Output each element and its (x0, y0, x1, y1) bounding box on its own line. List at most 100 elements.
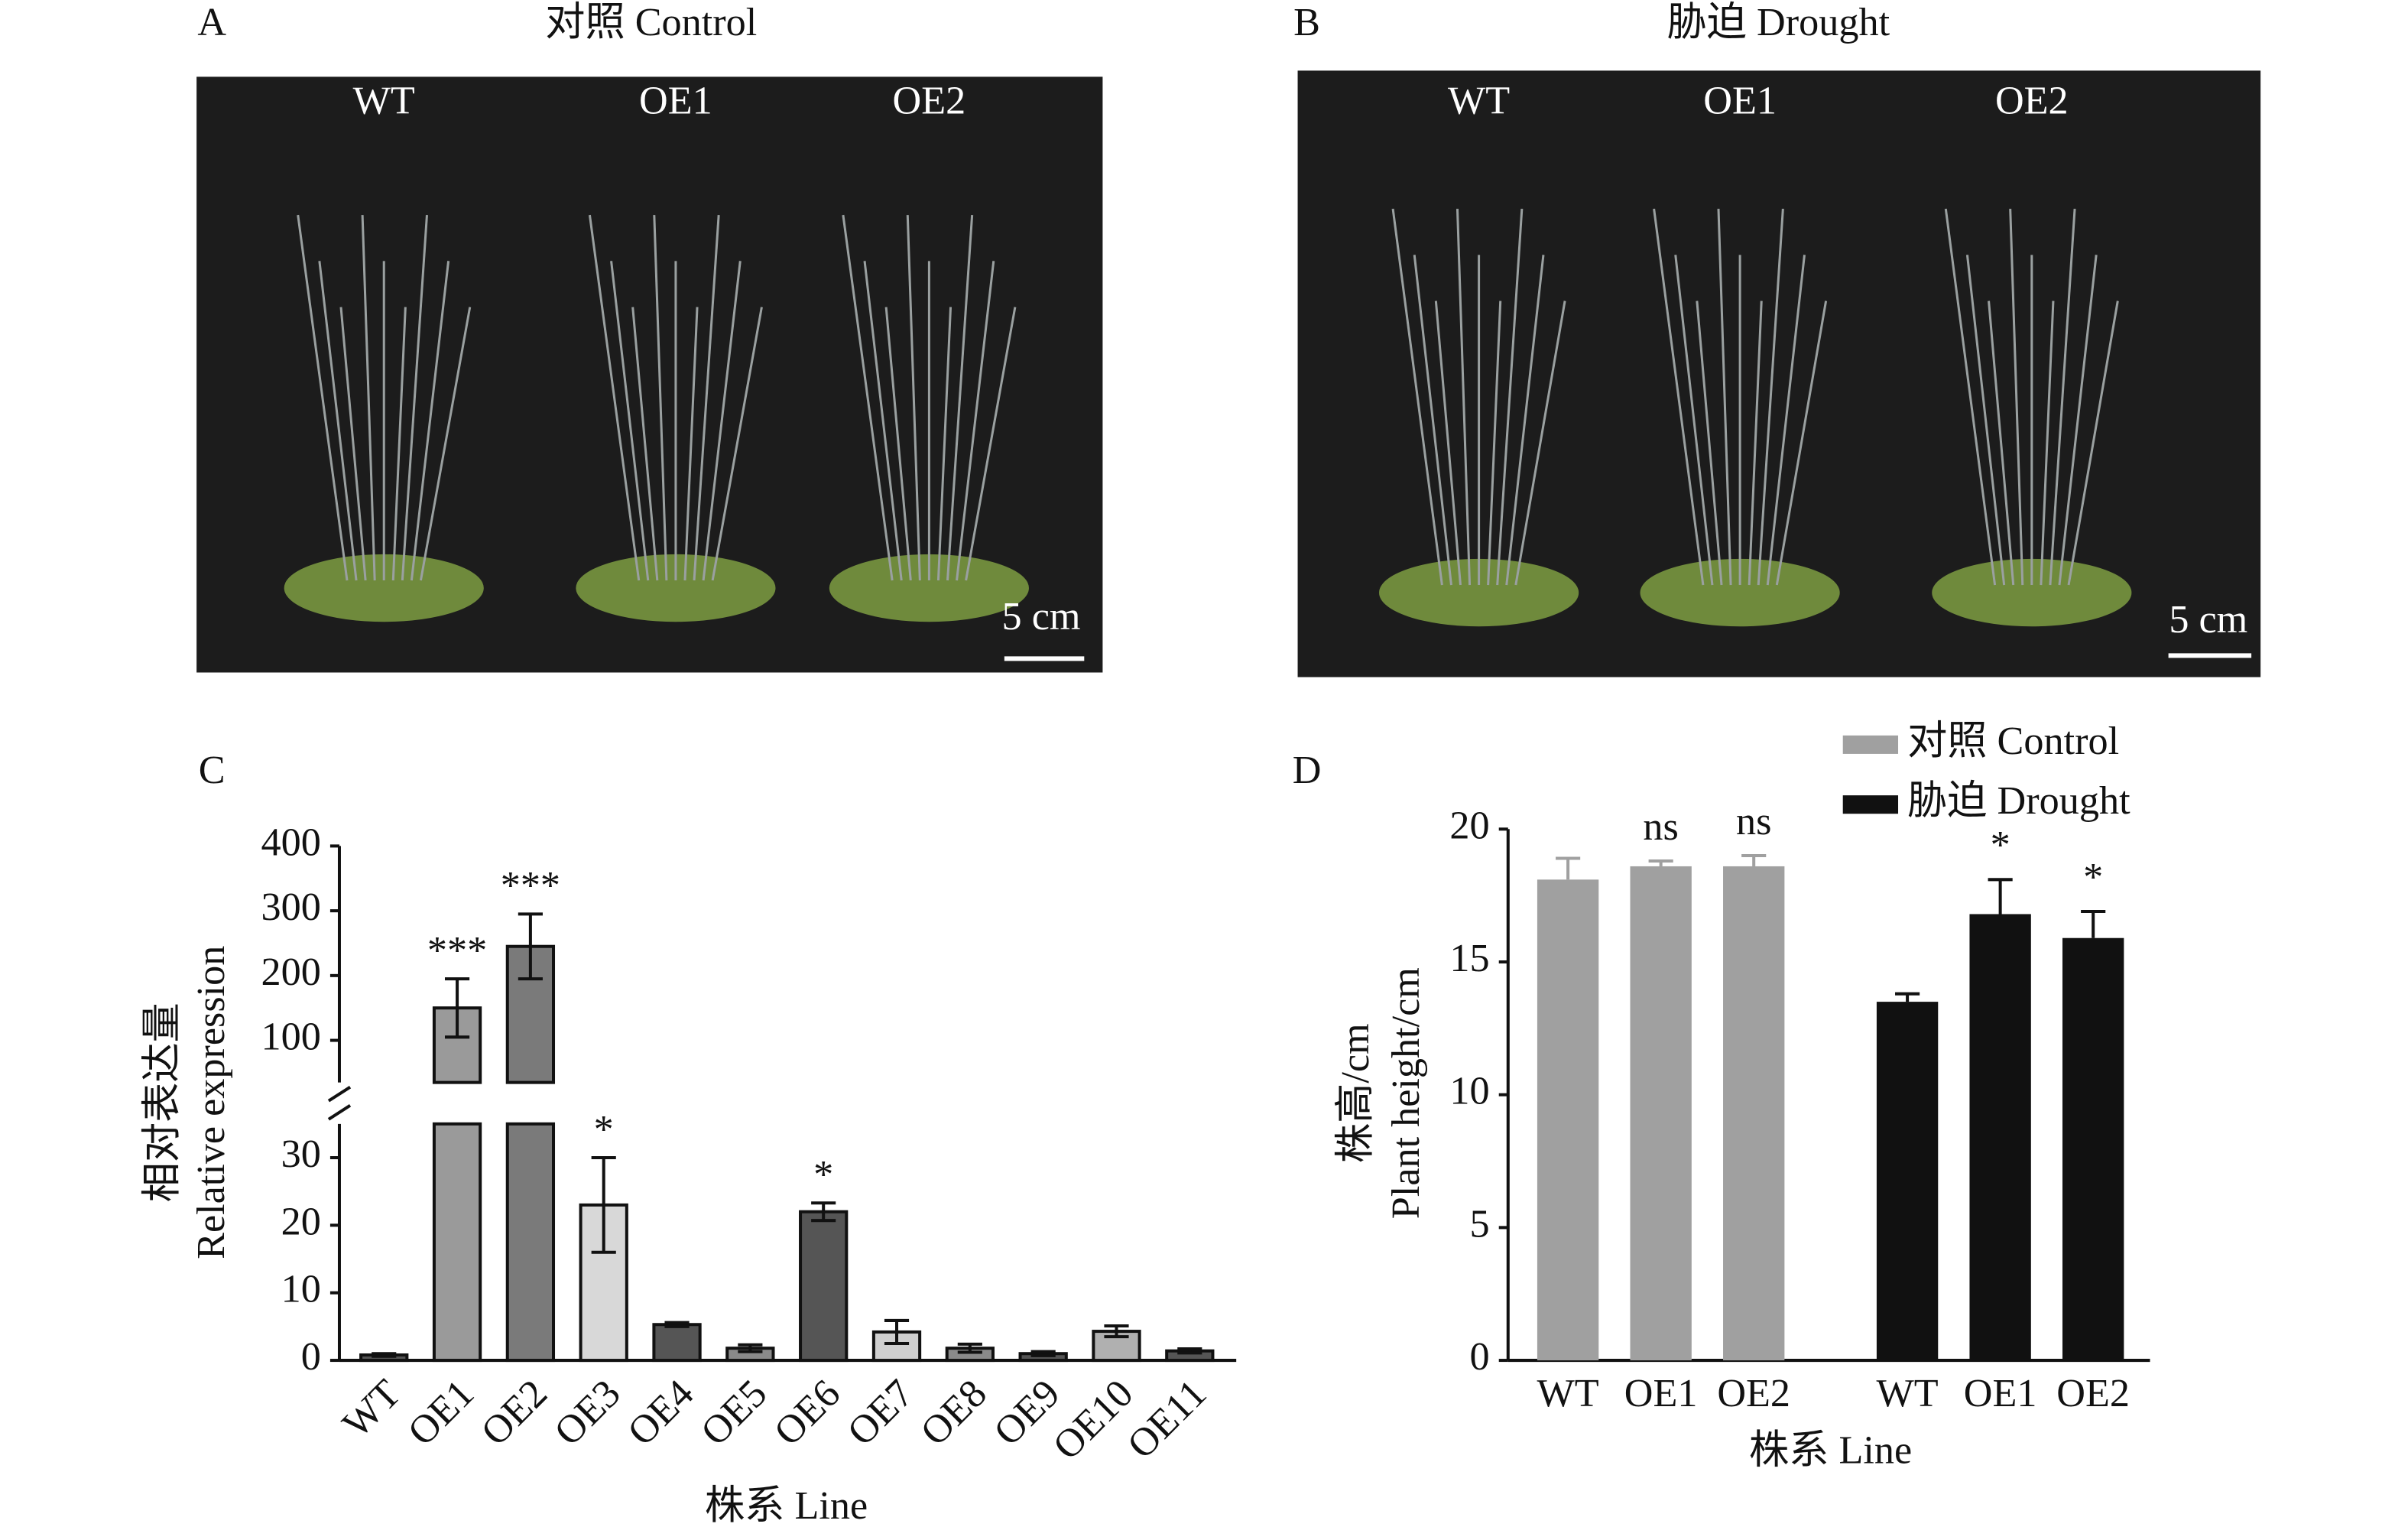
plant-stem (339, 307, 367, 581)
x-tick-label: OE10 (1044, 1371, 1141, 1468)
plant-stem (702, 261, 742, 581)
legend-swatch (1842, 735, 1899, 754)
axis-break (327, 1104, 352, 1121)
bar (652, 1323, 702, 1363)
x-axis-label: 株系 Line (1749, 1428, 1912, 1473)
plant-stem (711, 307, 763, 581)
plant-stem (653, 215, 668, 581)
scale-bar-label: 5 cm (2169, 597, 2247, 642)
plant-stem (1766, 255, 1806, 586)
plant-stem (401, 215, 428, 581)
significance: ns (1736, 799, 1771, 843)
y-tick-label: 20 (1449, 803, 1489, 847)
y-tick-label: 30 (281, 1132, 321, 1176)
plant-stem (842, 214, 894, 581)
legend-label: 对照 Control (1907, 719, 2119, 763)
plant-stem (419, 307, 472, 581)
x-tick-label: OE7 (839, 1371, 922, 1454)
photo-label: OE2 (1995, 79, 2069, 123)
legend-swatch (1842, 795, 1899, 814)
plant-rosette (1932, 558, 2132, 627)
bar (432, 1122, 482, 1363)
significance: * (1991, 823, 2010, 867)
significance: * (813, 1152, 833, 1197)
plant-rosette (1379, 558, 1579, 627)
plant-stem (946, 215, 974, 581)
plant-stem (610, 261, 650, 581)
x-tick-label: OE2 (1717, 1371, 1790, 1415)
plant-stem (1487, 301, 1502, 586)
significance: ns (1643, 804, 1678, 849)
plant-rosette (1640, 558, 1840, 627)
x-axis-label: 株系 Line (705, 1483, 868, 1528)
y-axis-label: Plant height/cm (1384, 967, 1428, 1219)
plant-stem (1757, 208, 1784, 586)
scale-bar-label: 5 cm (1002, 594, 1081, 638)
x-tick-label: WT (1876, 1371, 1938, 1415)
plant-stem (1674, 255, 1714, 586)
panel-letter: D (1293, 748, 1322, 792)
plant-stem (965, 307, 1017, 581)
plant-stem (1944, 208, 1997, 586)
y-tick-label: 10 (1449, 1069, 1489, 1113)
bar (2062, 937, 2124, 1361)
panel-title: 对照 Control (545, 0, 757, 44)
significance: * (594, 1107, 614, 1152)
x-tick-label: OE1 (399, 1371, 482, 1454)
bar (1537, 879, 1599, 1361)
y-axis-label: 相对表达量 (140, 1002, 184, 1202)
plant-stem (906, 215, 921, 581)
plant-stem (297, 214, 349, 581)
legend-label: 胁迫 Drought (1907, 778, 2131, 823)
axis-break (327, 1085, 352, 1103)
plant-stem (936, 307, 952, 581)
plant-stem (1505, 255, 1545, 586)
plant-stem (1456, 209, 1472, 586)
y-tick-label: 15 (1449, 936, 1489, 980)
bar (1630, 866, 1692, 1361)
x-tick-label: OE5 (693, 1371, 776, 1454)
x-tick-label: WT (1537, 1371, 1599, 1415)
panel-letter: C (199, 748, 226, 792)
plant-stem (1988, 301, 2015, 586)
bar (1876, 1002, 1939, 1361)
plant-stem (693, 215, 720, 581)
plant-stem (1391, 208, 1443, 586)
plant-stem (318, 261, 358, 581)
plant-stem (956, 261, 995, 581)
photo-label: OE1 (1703, 79, 1777, 123)
plant-stem (631, 307, 659, 581)
plant-stem (1696, 301, 1723, 586)
y-axis-label: 株高/cm (1333, 1023, 1378, 1163)
bar (1723, 866, 1785, 1361)
y-tick-label: 0 (1470, 1334, 1490, 1379)
bar (1969, 914, 2031, 1361)
x-tick-label: OE2 (2056, 1371, 2130, 1415)
plant-rosette (576, 554, 776, 622)
panel-title: 胁迫 Drought (1667, 0, 1890, 44)
plant-stem (1514, 301, 1566, 586)
photo-label: OE2 (893, 79, 966, 123)
y-tick-label: 10 (281, 1267, 321, 1311)
plant-stem (2058, 255, 2098, 586)
panel-letter: A (197, 0, 226, 44)
x-tick-label: OE2 (472, 1371, 556, 1454)
plant-stem (2049, 208, 2076, 586)
significance: * (2083, 855, 2103, 899)
x-tick-label: OE1 (1624, 1371, 1698, 1415)
plant-stem (1748, 301, 1763, 586)
plant-stem (1965, 255, 2006, 586)
plant-stem (2009, 209, 2024, 586)
y-tick-label: 400 (261, 820, 321, 864)
plant-stem (2067, 301, 2119, 586)
photo-label: WT (1448, 79, 1510, 123)
x-tick-label: OE6 (766, 1371, 849, 1454)
bar (799, 1210, 849, 1363)
photo-label: WT (353, 79, 415, 123)
plant-rosette (829, 554, 1029, 622)
y-tick-label: 5 (1470, 1201, 1490, 1246)
y-tick-label: 100 (261, 1015, 321, 1059)
plant-stem (683, 307, 699, 581)
significance: *** (501, 863, 560, 908)
y-tick-label: 200 (261, 950, 321, 994)
